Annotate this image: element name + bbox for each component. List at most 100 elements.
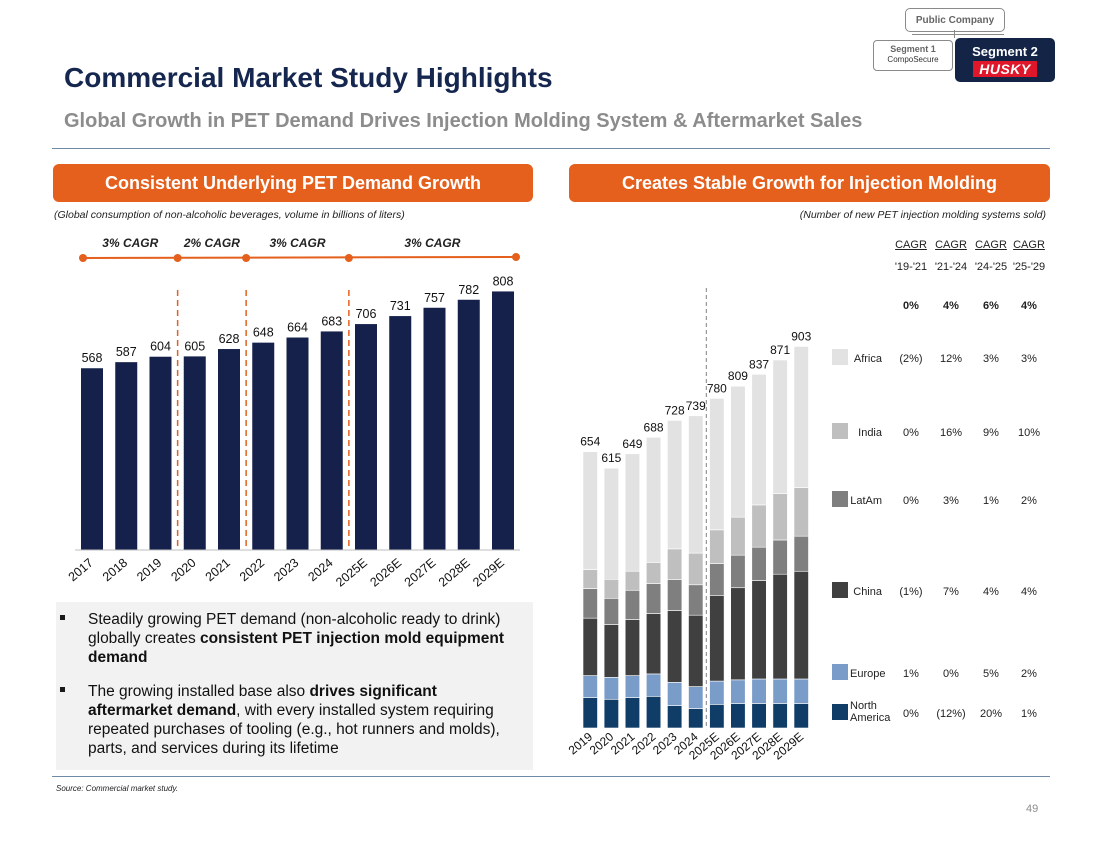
total-label-2029E: 903 <box>791 329 811 343</box>
cagr-value-china: 4% <box>983 586 999 598</box>
cagr-value-latam: 0% <box>903 495 919 507</box>
bar-label-2024: 683 <box>321 314 342 328</box>
cagr-total: 0% <box>903 300 919 312</box>
stack-china-2025E <box>709 595 725 682</box>
bullet-2: The growing installed base also drives s… <box>56 682 523 758</box>
stack-india-2026E <box>730 516 746 556</box>
cagr-value-europe: 5% <box>983 668 999 680</box>
cagr-marker <box>344 254 353 262</box>
legend-swatch-china <box>832 582 848 598</box>
stack-africa-2020 <box>603 467 619 580</box>
stack-north-america-2027E <box>751 703 767 729</box>
cagr-value-africa: (2%) <box>899 353 923 365</box>
bullet-1-bold: consistent PET injection mold equipment … <box>88 630 505 666</box>
x-tick-2017: 2017 <box>66 556 96 585</box>
bar-2024 <box>320 331 343 550</box>
cagr-marker <box>512 253 520 261</box>
right-panel-heading: Creates Stable Growth for Injection Mold… <box>569 164 1050 202</box>
cagr-value-north-america: 1% <box>1021 708 1037 720</box>
x-tick-2020: 2020 <box>168 556 198 585</box>
stack-europe-2020 <box>603 676 619 700</box>
stack-latam-2026E <box>730 554 746 589</box>
stack-europe-2022 <box>646 673 662 697</box>
total-label-2028E: 871 <box>770 343 790 357</box>
bar-2027E <box>423 307 446 550</box>
stack-europe-2025E <box>709 680 725 705</box>
stack-europe-2023 <box>667 682 683 706</box>
cagr-value-africa: 3% <box>1021 353 1037 365</box>
stack-china-2023 <box>667 610 683 683</box>
stack-india-2024 <box>688 552 704 586</box>
bar-2019 <box>149 356 172 550</box>
cagr-value-india: 0% <box>903 427 919 439</box>
legend-swatch-europe <box>832 664 848 680</box>
bar-2017 <box>81 368 103 550</box>
legend-label-latam: LatAm <box>850 495 882 507</box>
legend-swatch-india <box>832 423 848 439</box>
public-company-tag: Public Company <box>905 8 1005 32</box>
bullet-box: Steadily growing PET demand (non-alcohol… <box>56 602 533 770</box>
stack-north-america-2024 <box>688 708 704 729</box>
cagr-value-north-america: 0% <box>903 708 919 720</box>
stack-europe-2029E <box>793 678 809 704</box>
stack-africa-2025E <box>709 398 725 531</box>
stack-europe-2021 <box>624 675 640 698</box>
stack-india-2021 <box>624 570 640 591</box>
segment1-logo: CompoSecure <box>887 55 939 64</box>
stack-india-2027E <box>751 504 767 548</box>
cagr-header: CAGR <box>895 239 927 251</box>
bullet-2-tail: , with every installed system requiring … <box>88 702 500 757</box>
stack-africa-2026E <box>730 385 746 518</box>
left-panel-heading: Consistent Underlying PET Demand Growth <box>53 164 533 202</box>
stack-africa-2023 <box>667 420 683 550</box>
x-tick-2019: 2019 <box>134 556 164 585</box>
stack-north-america-2023 <box>667 705 683 729</box>
cagr-marker <box>173 254 182 262</box>
x-tick-2022: 2022 <box>237 556 267 585</box>
stack-india-2023 <box>667 548 683 581</box>
x-tick-2029E: 2029E <box>470 556 507 590</box>
stack-latam-2019 <box>582 588 598 619</box>
stack-europe-2026E <box>730 679 746 704</box>
stack-europe-2028E <box>772 678 788 704</box>
legend-swatch-north-america <box>832 704 848 720</box>
segment1-label: Segment 1 <box>890 44 936 54</box>
stack-north-america-2026E <box>730 703 746 729</box>
stack-north-america-2021 <box>624 697 640 729</box>
cagr-total: 4% <box>1021 300 1037 312</box>
bar-label-2028E: 782 <box>458 283 479 297</box>
x-tick-2026E: 2026E <box>367 556 404 590</box>
bullet-marker <box>60 615 65 620</box>
left-panel-note: (Global consumption of non-alcoholic bev… <box>54 209 405 221</box>
page-number: 49 <box>1026 803 1039 815</box>
stack-north-america-2019 <box>582 697 598 729</box>
total-label-2025E: 780 <box>707 381 727 395</box>
legend-label-china: China <box>853 586 882 598</box>
bar-label-2017: 568 <box>82 351 103 365</box>
cagr-value-africa: 3% <box>983 353 999 365</box>
footer-divider <box>52 776 1050 777</box>
stack-latam-2029E <box>793 535 809 572</box>
total-label-2021: 649 <box>622 437 642 451</box>
total-label-2027E: 837 <box>749 357 769 371</box>
total-label-2020: 615 <box>601 451 621 465</box>
bar-2022 <box>252 342 275 550</box>
bullet-1-text: Steadily growing PET demand (non-alcohol… <box>88 611 501 647</box>
bar-label-2022: 648 <box>253 326 274 340</box>
stack-africa-2021 <box>624 453 640 572</box>
stack-europe-2024 <box>688 686 704 709</box>
legend-label-north-america: North America <box>850 700 891 724</box>
bar-2026E <box>389 316 412 550</box>
cagr-period: '24-'25 <box>974 261 1008 273</box>
cagr-label: 3% CAGR <box>404 236 460 250</box>
bar-label-2027E: 757 <box>424 291 445 305</box>
cagr-marker <box>79 254 87 262</box>
stack-china-2021 <box>624 619 640 676</box>
x-tick-2025E: 2025E <box>333 556 370 590</box>
bullet-marker <box>60 687 65 692</box>
x-tick-2028E: 2028E <box>436 556 473 590</box>
stack-latam-2027E <box>751 546 767 581</box>
stack-india-2020 <box>603 578 619 599</box>
cagr-period: '19-'21 <box>894 261 928 273</box>
cagr-period: '25-'29 <box>1012 261 1046 273</box>
